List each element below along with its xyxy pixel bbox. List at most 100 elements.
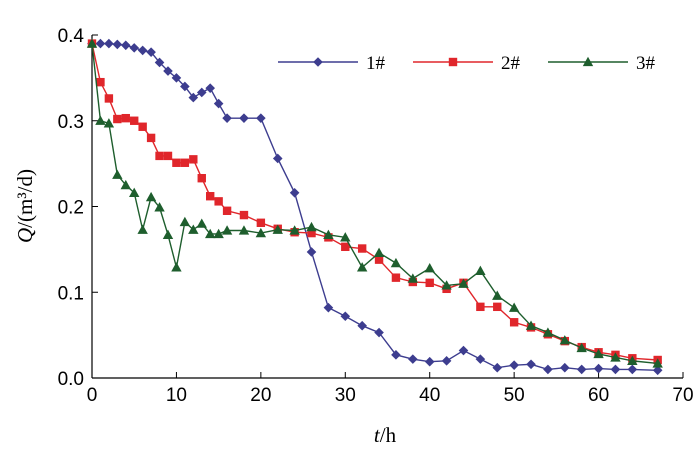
x-axis-title: t/h xyxy=(374,423,397,447)
data-point xyxy=(627,355,638,366)
data-point xyxy=(95,115,106,125)
data-point xyxy=(179,216,191,227)
data-point xyxy=(610,364,621,375)
y-tick-label: 0.2 xyxy=(58,198,84,219)
legend-item: 2# xyxy=(413,53,521,74)
data-point xyxy=(458,278,469,288)
data-point xyxy=(172,158,181,167)
data-point xyxy=(340,232,351,242)
data-point xyxy=(255,227,267,238)
data-point xyxy=(425,278,434,288)
x-tick-label: 0 xyxy=(87,385,98,406)
data-point xyxy=(256,113,266,123)
data-point xyxy=(129,43,140,53)
data-point xyxy=(130,116,139,125)
data-point xyxy=(138,122,147,131)
data-point xyxy=(129,187,140,197)
data-point xyxy=(576,364,587,375)
data-point xyxy=(509,360,519,370)
data-point xyxy=(188,224,199,234)
data-point xyxy=(323,302,334,313)
data-point xyxy=(171,73,182,83)
series-1 xyxy=(87,38,663,376)
data-point xyxy=(476,302,485,312)
data-point xyxy=(154,202,165,212)
data-point xyxy=(96,77,105,87)
data-point xyxy=(272,224,283,234)
data-point xyxy=(525,320,537,330)
x-tick-label: 20 xyxy=(250,385,271,406)
data-point xyxy=(424,356,435,367)
data-point xyxy=(238,225,250,235)
data-point xyxy=(652,365,663,376)
data-point xyxy=(542,327,554,337)
data-point xyxy=(239,113,249,123)
data-point xyxy=(154,57,165,68)
data-point xyxy=(341,242,350,252)
data-point xyxy=(289,225,300,235)
x-tick-label: 50 xyxy=(504,385,525,406)
data-point xyxy=(458,345,469,356)
series-3 xyxy=(86,38,663,368)
data-point xyxy=(373,247,385,257)
data-point xyxy=(113,114,122,124)
y-tick-label: 0.3 xyxy=(58,112,84,133)
data-point xyxy=(112,169,123,179)
data-point xyxy=(323,229,334,239)
data-point xyxy=(197,174,206,183)
data-point xyxy=(441,280,452,290)
data-point xyxy=(652,358,663,368)
data-point xyxy=(610,352,621,362)
data-point xyxy=(222,113,232,123)
data-point xyxy=(213,98,224,109)
legend-item: 3# xyxy=(548,53,656,74)
data-point xyxy=(340,311,351,322)
data-point xyxy=(239,210,249,220)
data-point xyxy=(526,359,536,370)
legend-marker xyxy=(582,56,594,67)
data-point xyxy=(196,87,207,98)
data-point xyxy=(475,265,486,275)
data-point xyxy=(256,218,266,227)
data-point xyxy=(146,133,156,143)
x-axis-unit: /h xyxy=(380,423,397,447)
data-point xyxy=(189,155,198,164)
data-point xyxy=(493,302,502,312)
y-axis-variable: Q xyxy=(13,228,37,243)
x-tick-label: 60 xyxy=(588,385,609,406)
y-tick-label: 0.1 xyxy=(58,283,84,304)
data-point xyxy=(593,348,604,359)
data-point xyxy=(162,229,174,239)
legend: 1# 2# 3# xyxy=(278,53,656,74)
data-point xyxy=(180,81,190,92)
data-point xyxy=(475,354,486,364)
data-point xyxy=(180,158,190,167)
data-point xyxy=(104,94,114,103)
data-point xyxy=(441,356,452,366)
x-tick-label: 40 xyxy=(419,385,440,406)
data-point xyxy=(306,247,317,257)
data-point xyxy=(120,40,131,51)
data-point xyxy=(508,302,520,312)
data-point xyxy=(306,221,317,232)
legend-marker xyxy=(448,57,458,67)
data-point xyxy=(391,350,401,360)
data-point xyxy=(137,224,148,234)
data-point xyxy=(560,362,570,373)
data-point xyxy=(137,45,148,56)
x-tick-label: 70 xyxy=(672,385,693,406)
legend-label: 2# xyxy=(501,53,521,74)
data-point xyxy=(120,179,131,190)
data-point xyxy=(543,364,553,375)
series-line xyxy=(92,42,658,371)
plot-area: 0 10 20 30 40 50 60 70 0.0 0.1 0.2 0.3 0.4 xyxy=(58,26,694,406)
x-tick-label: 10 xyxy=(166,385,187,406)
data-point xyxy=(391,273,401,282)
data-point xyxy=(509,318,519,327)
legend-item: 1# xyxy=(278,53,386,74)
data-point xyxy=(356,262,368,272)
data-point xyxy=(104,38,114,49)
data-point xyxy=(272,153,283,164)
x-tick-label: 30 xyxy=(335,385,356,406)
